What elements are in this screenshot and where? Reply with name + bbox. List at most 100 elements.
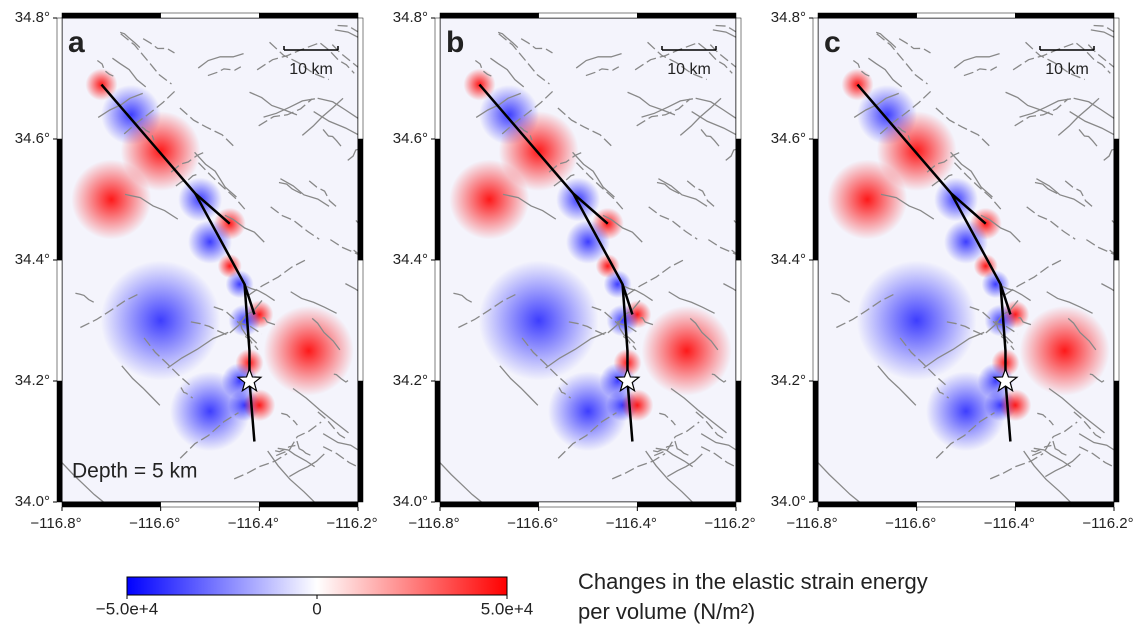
fault	[557, 412, 617, 459]
fault	[277, 447, 316, 468]
fault	[320, 42, 355, 74]
fault	[1026, 206, 1076, 240]
fault	[180, 387, 194, 399]
y-tick-label: 34.0°	[15, 493, 50, 510]
fault	[647, 41, 707, 81]
frame-bar	[434, 259, 441, 382]
y-tick-label: 34.8°	[393, 9, 428, 26]
fault	[1031, 421, 1078, 457]
colorbar-title: per volume (N/m²)	[578, 599, 755, 624]
fault	[853, 92, 899, 118]
y-tick-label: 34.0°	[393, 493, 428, 510]
frame-bar	[735, 17, 742, 140]
fault	[953, 162, 1002, 210]
fault	[926, 151, 961, 173]
frame-bar	[916, 12, 1016, 19]
fault	[700, 129, 720, 147]
frame-bar	[1113, 380, 1120, 503]
x-tick-label: −116.2°	[704, 515, 755, 532]
fault	[275, 421, 322, 457]
fault	[197, 52, 244, 69]
fault	[167, 331, 229, 369]
fault	[946, 321, 986, 337]
fault	[670, 388, 727, 434]
fault	[270, 206, 320, 240]
frame-bar	[1015, 501, 1115, 508]
fault	[143, 337, 190, 386]
frame-bar	[357, 138, 364, 261]
fault	[322, 433, 358, 451]
fault	[689, 317, 719, 351]
fault	[197, 162, 246, 210]
fault	[691, 110, 736, 136]
fault	[1014, 98, 1069, 127]
strain-patch	[556, 177, 601, 222]
frame-bar	[357, 17, 364, 140]
scale-label: 10 km	[289, 61, 333, 78]
fault	[715, 24, 736, 33]
fault	[278, 181, 302, 195]
fault	[1078, 433, 1114, 451]
fault	[648, 206, 698, 240]
fault	[1048, 388, 1105, 434]
fault	[667, 453, 703, 478]
fault	[248, 259, 306, 296]
fault	[289, 453, 325, 478]
fault	[1012, 42, 1075, 71]
y-tick-label: 34.2°	[771, 372, 806, 389]
fault	[1036, 178, 1086, 207]
frame-bar	[735, 138, 742, 261]
fault	[989, 453, 1044, 480]
fault	[711, 373, 727, 383]
scale-label: 10 km	[667, 61, 711, 78]
y-tick-label: 34.4°	[771, 251, 806, 268]
frame-bar	[56, 138, 63, 261]
scale-label: 10 km	[1045, 61, 1089, 78]
fault	[548, 151, 583, 173]
fault	[698, 42, 733, 74]
fault	[659, 412, 676, 426]
fault	[1089, 373, 1105, 383]
fault	[953, 52, 1000, 69]
frame-bar	[812, 380, 819, 503]
fault	[334, 29, 358, 38]
fault	[1018, 317, 1032, 326]
panel-label: c	[824, 26, 841, 59]
strain-patch	[827, 159, 908, 240]
fault	[877, 365, 917, 406]
fault	[963, 66, 998, 77]
fault	[475, 92, 521, 118]
x-tick-label: −116.4°	[984, 515, 1035, 532]
fault	[575, 52, 622, 69]
fault	[935, 412, 995, 459]
fault	[695, 97, 736, 120]
fault	[641, 98, 694, 118]
frame-bar	[812, 138, 819, 261]
rupture-trace	[999, 284, 1012, 442]
fault	[568, 321, 608, 337]
fault	[519, 126, 533, 141]
fault	[695, 411, 727, 441]
map-panel: −116.8° −116.6° −116.4° −116.2° 34.0° 34.2° 34…	[15, 9, 378, 532]
fault	[269, 41, 329, 81]
strain-patch	[71, 159, 152, 240]
y-tick-label: 34.4°	[15, 251, 50, 268]
fault	[322, 446, 358, 468]
frame-bar	[538, 501, 638, 508]
fault	[1078, 446, 1114, 468]
colorbar-tick-label: −5.0e+4	[96, 599, 158, 618]
fault	[725, 148, 736, 161]
frame-bar	[160, 12, 260, 19]
fault	[653, 421, 700, 457]
fault	[1101, 283, 1114, 292]
strain-patch	[263, 305, 354, 396]
fault	[700, 433, 736, 451]
epicenter-star	[614, 367, 641, 393]
x-tick-label: −116.4°	[228, 515, 279, 532]
fault	[120, 33, 172, 85]
frame-bar	[1015, 12, 1115, 19]
fault	[123, 90, 176, 135]
fault	[239, 320, 258, 344]
frame-bar	[434, 138, 441, 261]
fault	[97, 92, 143, 118]
